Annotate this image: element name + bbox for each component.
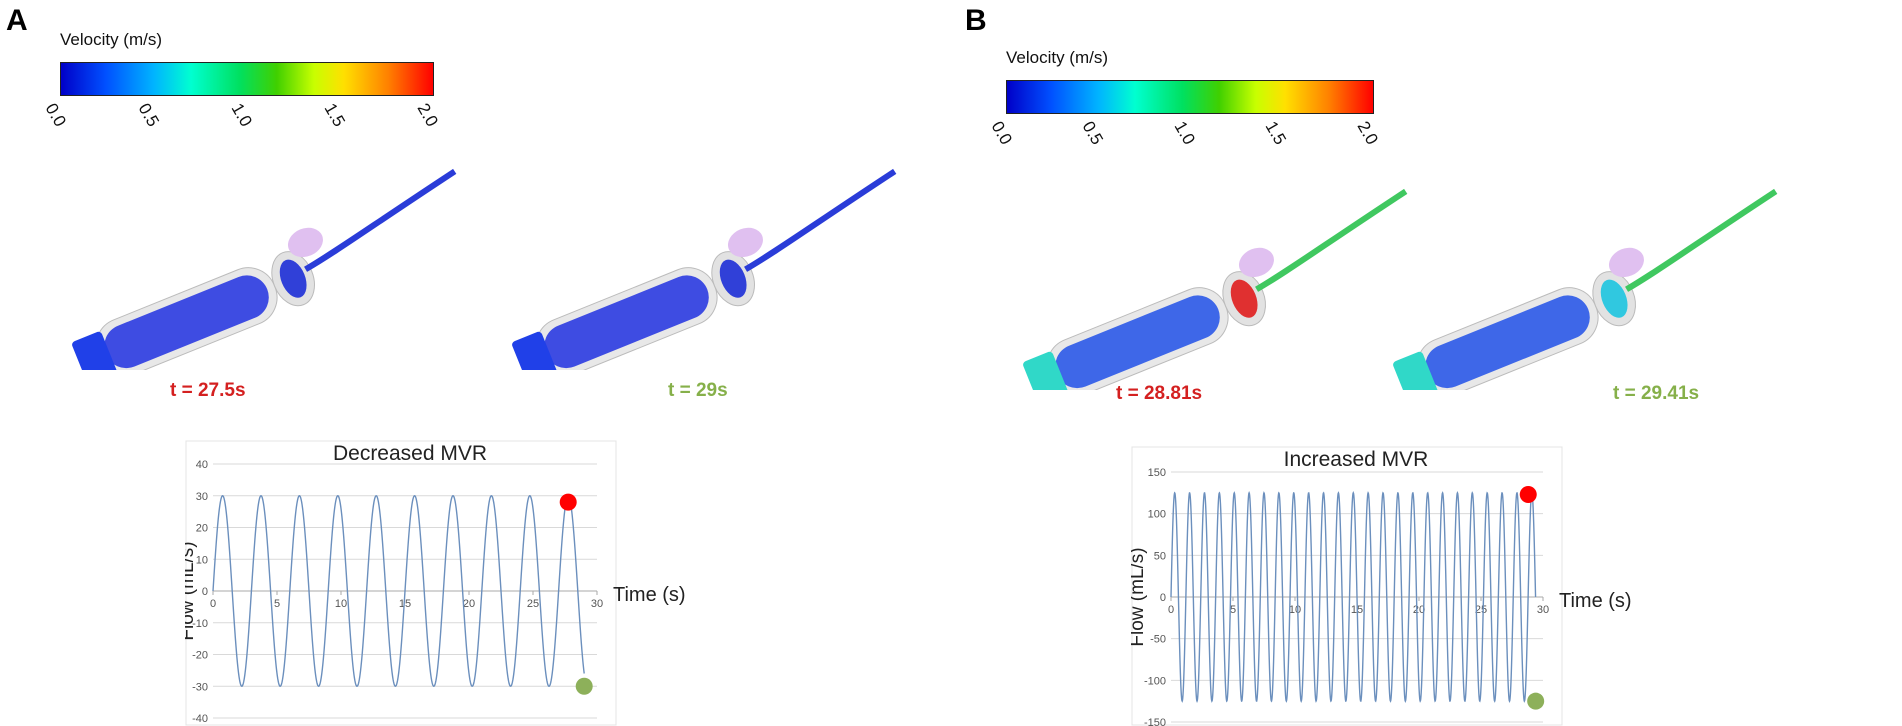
colorbar-tick: 2.0: [413, 100, 442, 130]
colorbar-tick: 0.0: [41, 100, 70, 130]
y-tick-label: 20: [196, 523, 208, 535]
y-tick-label: -10: [192, 618, 208, 630]
colorbar-tick: 1.5: [320, 100, 349, 130]
y-tick-label: -40: [192, 713, 208, 725]
x-tick-label: 30: [1537, 604, 1549, 616]
colorbar-title: Velocity (m/s): [60, 30, 163, 49]
flow-simulation-render-2: [512, 168, 897, 370]
x-tick-label: 30: [591, 598, 603, 610]
x-tick-label: 0: [210, 598, 216, 610]
time-marker-red: [1519, 486, 1537, 503]
panel-a: A Velocity (m/s) 0.0 0.5 1.0 1.5 2.0 t =…: [6, 4, 897, 726]
time-label-red: t = 27.5s: [170, 380, 246, 401]
panel-label: B: [965, 4, 987, 37]
y-tick-label: 0: [1160, 592, 1166, 604]
colorbar-tick: 0.5: [134, 100, 163, 130]
time-marker-green: [575, 677, 593, 695]
flow-series-line: [212, 495, 585, 687]
time-label-green: t = 29.41s: [1613, 383, 1700, 404]
y-tick-label: -20: [192, 650, 208, 662]
y-tick-label: -50: [1150, 634, 1166, 646]
x-tick-label: 20: [1413, 604, 1425, 616]
x-tick-label: 10: [1289, 604, 1301, 616]
colorbar-tick: 1.0: [227, 100, 256, 130]
x-tick-label: 5: [1230, 604, 1236, 616]
y-tick-label: -150: [1144, 717, 1166, 726]
flow-simulation-render-4: [1393, 188, 1778, 390]
y-tick-label: 30: [196, 491, 208, 503]
time-marker-red: [559, 493, 577, 511]
x-tick-label: 20: [463, 598, 475, 610]
x-axis-label: Time (s): [613, 584, 686, 606]
flow-simulation-render-1: [72, 168, 457, 370]
x-tick-label: 10: [335, 598, 347, 610]
y-tick-label: -30: [192, 681, 208, 693]
y-tick-label: 10: [196, 554, 208, 566]
y-tick-label: 150: [1148, 467, 1166, 479]
x-tick-label: 0: [1168, 604, 1174, 616]
colorbar-tick: 2.0: [1353, 118, 1382, 148]
y-tick-label: 40: [196, 459, 208, 471]
x-tick-label: 25: [527, 598, 539, 610]
y-tick-label: -100: [1144, 675, 1166, 687]
y-axis-label: Flow (mL/s): [185, 541, 198, 640]
colorbar: [1006, 80, 1374, 114]
colorbar: [60, 62, 434, 96]
y-axis-label: Flow (mL/s): [1131, 547, 1148, 646]
time-label-red: t = 28.81s: [1116, 383, 1203, 404]
time-marker-green: [1527, 692, 1545, 710]
x-axis-label: Time (s): [1559, 590, 1632, 612]
chart-title: Increased MVR: [1284, 448, 1429, 471]
chart-frame-border: [185, 440, 617, 726]
x-tick-label: 15: [399, 598, 411, 610]
panel-label: A: [6, 4, 28, 37]
y-tick-label: 50: [1154, 550, 1166, 562]
y-tick-label: 0: [202, 586, 208, 598]
flow-series-line: [1170, 490, 1537, 704]
panel-b: B Velocity (m/s) 0.0 0.5 1.0 1.5 2.0 t =…: [951, 0, 1902, 726]
colorbar-tick: 0.0: [987, 118, 1016, 148]
colorbar-tick: 1.0: [1170, 118, 1199, 148]
chart-title: Decreased MVR: [333, 442, 487, 465]
colorbar-title: Velocity (m/s): [1006, 48, 1109, 67]
x-tick-label: 25: [1475, 604, 1487, 616]
x-tick-label: 5: [274, 598, 280, 610]
y-tick-label: 100: [1148, 509, 1166, 521]
flow-simulation-render-3: [1023, 188, 1408, 390]
colorbar-tick: 0.5: [1078, 118, 1107, 148]
chart-frame-border: [1131, 446, 1563, 726]
time-label-green: t = 29s: [668, 380, 728, 401]
colorbar-tick: 1.5: [1261, 118, 1290, 148]
